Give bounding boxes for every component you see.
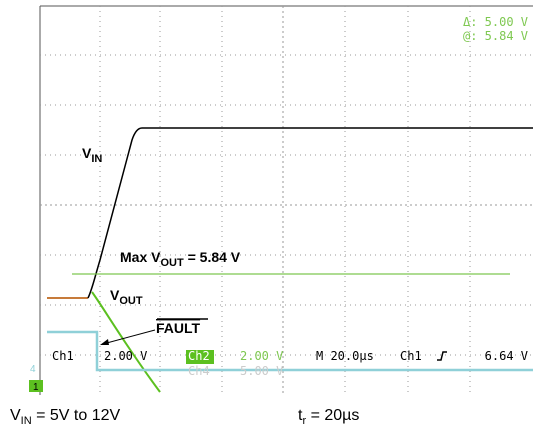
timebase: M 20.0µs — [316, 349, 374, 363]
vout-trace — [91, 291, 161, 393]
fault-trace — [47, 330, 533, 372]
ch2-label: Ch2 — [188, 349, 210, 363]
trigger-source: Ch1 — [400, 349, 422, 363]
vin-trace — [87, 127, 533, 299]
ch1-label: Ch1 — [52, 349, 74, 363]
ch1-marker: 1 — [33, 382, 39, 393]
ch1-scale: 2.00 V — [104, 349, 147, 363]
caption-tr: tr = 20µs — [298, 407, 359, 427]
ch4-marker: 4 — [30, 364, 36, 375]
cursor-at: @: 5.84 V — [463, 29, 528, 43]
arrow-head — [100, 339, 109, 345]
ch2-scale: 2.00 V — [240, 349, 283, 363]
cursor-delta: Δ: 5.00 V — [463, 15, 528, 29]
ch1-marker-box — [29, 380, 43, 392]
ch2-box — [186, 350, 214, 364]
caption-vin: VIN = 5V to 12V — [10, 407, 121, 427]
trigger-level: 6.64 V — [485, 349, 528, 363]
vout-label: VOUT — [110, 287, 143, 307]
ch4-label: Ch4 — [188, 364, 210, 378]
fault-label: FAULT — [156, 320, 201, 336]
grid — [40, 6, 533, 395]
fault-arrow — [102, 329, 156, 345]
trigger-icon — [437, 351, 447, 361]
ch4-scale: 5.00 V — [240, 364, 283, 378]
max-label: Max VOUT = 5.84 V — [120, 249, 241, 269]
vin-label: VIN — [82, 145, 102, 165]
